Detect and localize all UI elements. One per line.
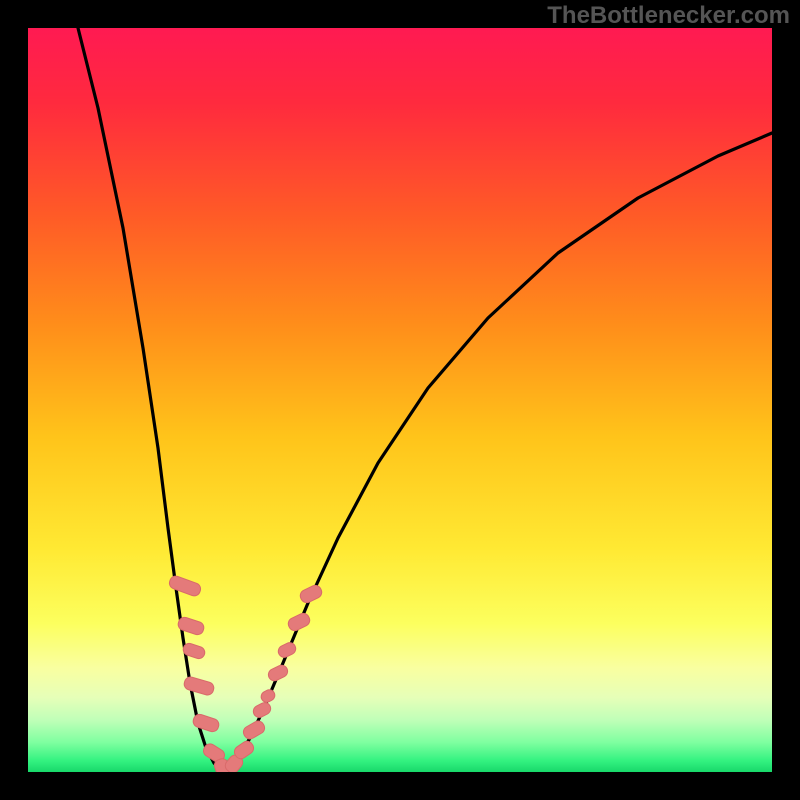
border-bottom (0, 772, 800, 800)
plot-area (28, 28, 772, 772)
plot-svg (28, 28, 772, 772)
gradient-background (28, 28, 772, 772)
watermark-text: TheBottlenecker.com (547, 2, 790, 30)
chart-frame: TheBottlenecker.com (0, 0, 800, 800)
border-left (0, 0, 28, 800)
border-right (772, 0, 800, 800)
